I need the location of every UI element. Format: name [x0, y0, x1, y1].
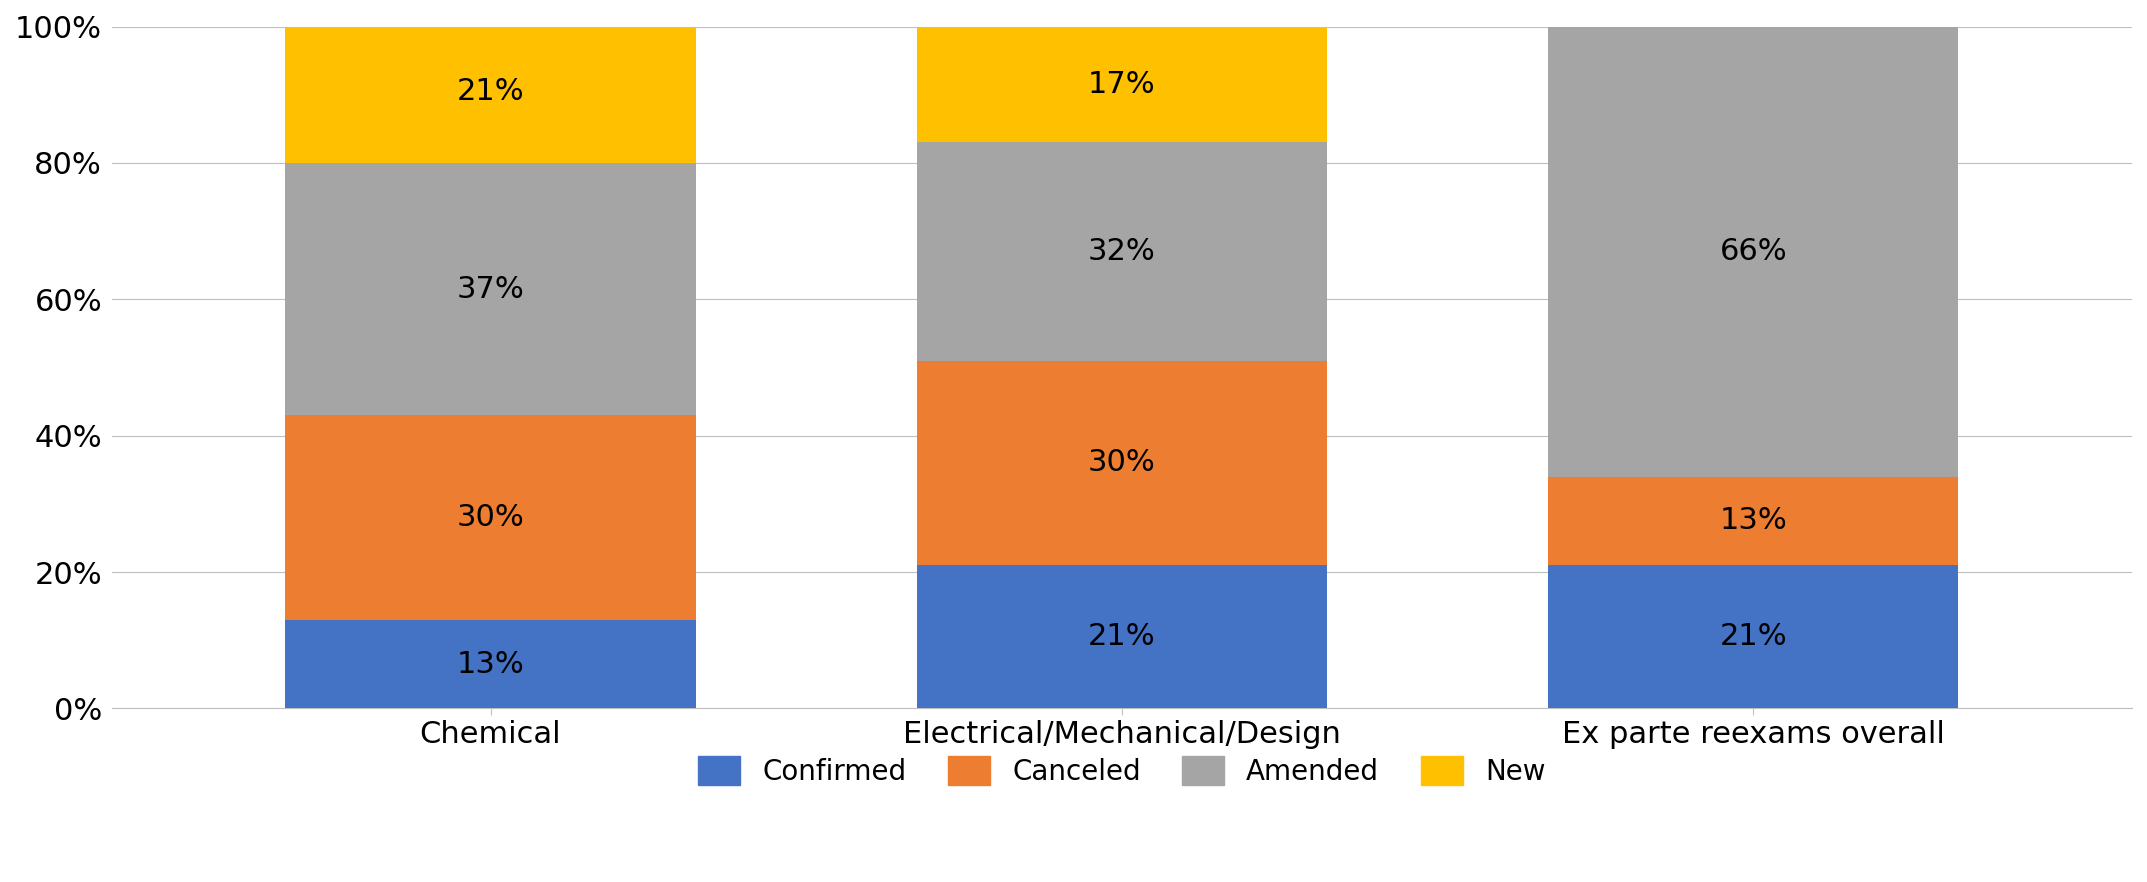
Text: 21%: 21%	[1720, 623, 1786, 651]
Text: 21%: 21%	[457, 77, 524, 106]
Bar	[917, 26, 1327, 142]
Bar	[286, 415, 696, 620]
Text: 13%: 13%	[457, 650, 524, 678]
Text: 30%: 30%	[457, 503, 524, 532]
Bar	[286, 19, 696, 163]
Bar	[1548, 26, 1958, 476]
Text: 66%: 66%	[1720, 237, 1786, 266]
Bar	[1548, 476, 1958, 565]
Text: 21%: 21%	[1089, 623, 1155, 651]
Text: 32%: 32%	[1089, 237, 1155, 266]
Text: 30%: 30%	[1089, 448, 1155, 477]
Legend: Confirmed, Canceled, Amended, New: Confirmed, Canceled, Amended, New	[687, 745, 1557, 796]
Text: 17%: 17%	[1089, 70, 1155, 99]
Bar	[917, 142, 1327, 361]
Bar	[1548, 565, 1958, 708]
Bar	[917, 361, 1327, 565]
Bar	[286, 620, 696, 708]
Text: 37%: 37%	[457, 274, 524, 303]
Bar	[917, 565, 1327, 708]
Text: 13%: 13%	[1720, 506, 1786, 535]
Bar	[286, 163, 696, 415]
